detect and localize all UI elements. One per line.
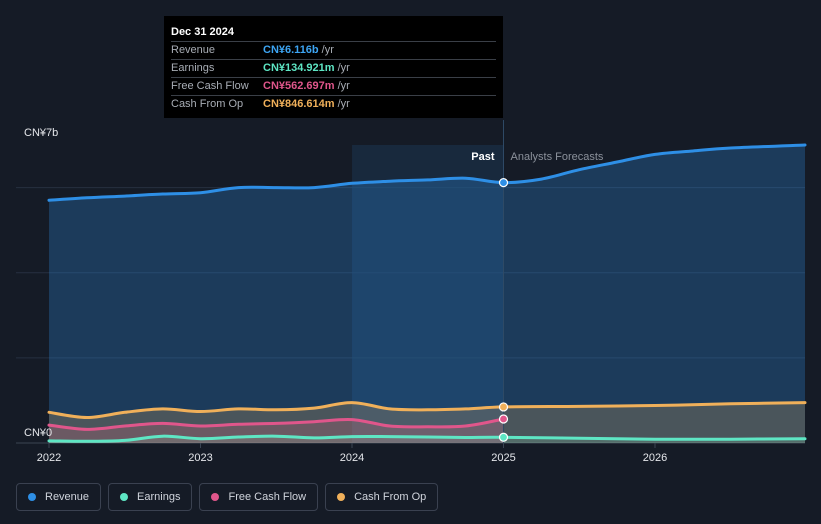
legend-item-earnings[interactable]: Earnings: [108, 483, 193, 511]
x-axis-ticks: 2022 2023 2024 2025 2026: [37, 443, 667, 464]
y-axis-max-label: CN¥7b: [24, 127, 58, 139]
free-cash-flow-dot-icon: [211, 493, 220, 501]
y-axis-min-label: CN¥0: [24, 427, 52, 439]
x-tick-label: 2024: [340, 452, 364, 464]
tooltip-value: CN¥846.614m: [263, 98, 335, 110]
x-tick-label: 2023: [188, 452, 212, 464]
legend-label: Free Cash Flow: [228, 491, 307, 503]
tooltip-row-revenue: Revenue CN¥6.116b /yr: [171, 41, 496, 59]
earnings-marker[interactable]: [498, 432, 509, 442]
legend-item-cash-from-op[interactable]: Cash From Op: [325, 483, 439, 511]
revenue-dot-icon: [28, 493, 36, 501]
free-cash-flow-line: [47, 417, 505, 431]
legend-label: Cash From Op: [354, 491, 427, 503]
revenue-area: [49, 145, 805, 443]
tooltip-date: Dec 31 2024: [171, 26, 234, 38]
revenue-line: [47, 143, 807, 202]
legend: Revenue Earnings Free Cash Flow Cash Fro…: [16, 483, 445, 511]
series-markers: [498, 178, 509, 442]
tooltip-value: CN¥6.116b: [263, 44, 319, 56]
tooltip-label: Free Cash Flow: [171, 80, 249, 92]
x-tick-label: 2025: [491, 452, 515, 464]
tooltip-unit: /yr: [337, 98, 350, 110]
legend-item-revenue[interactable]: Revenue: [16, 483, 102, 511]
tooltip-label: Earnings: [171, 62, 215, 74]
free-cash-flow-marker[interactable]: [498, 414, 509, 424]
tooltip-row-free-cash-flow: Free Cash Flow CN¥562.697m /yr: [171, 77, 496, 95]
tooltip-label: Cash From Op: [171, 98, 244, 110]
tooltip-row-cash-from-op: Cash From Op CN¥846.614m /yr: [171, 95, 496, 113]
series-areas: [49, 145, 805, 443]
past-label: Past: [471, 151, 495, 163]
legend-label: Revenue: [45, 491, 90, 503]
analysts-forecasts-label: Analysts Forecasts: [511, 151, 604, 163]
x-tick-label: 2026: [643, 452, 667, 464]
tooltip-row-earnings: Earnings CN¥134.921m /yr: [171, 59, 496, 77]
legend-item-free-cash-flow[interactable]: Free Cash Flow: [199, 483, 319, 511]
series-lines: [47, 143, 807, 443]
tooltip-value: CN¥562.697m: [263, 80, 335, 92]
legend-label: Earnings: [137, 491, 181, 503]
revenue-marker[interactable]: [498, 178, 509, 188]
tooltip-value: CN¥134.921m: [263, 62, 335, 74]
cash-from-op-marker[interactable]: [498, 402, 509, 412]
tooltip-label: Revenue: [171, 44, 216, 56]
cash-from-op-area: [49, 402, 805, 443]
tooltip-unit: /yr: [321, 44, 334, 56]
tooltip-unit: /yr: [337, 62, 350, 74]
tooltip: Dec 31 2024 Revenue CN¥6.116b /yr Earnin…: [164, 16, 503, 118]
cash-from-op-dot-icon: [337, 493, 346, 501]
x-tick-label: 2022: [37, 452, 61, 464]
past-highlight-band: [352, 145, 504, 443]
earnings-line: [47, 434, 807, 443]
earnings-dot-icon: [120, 493, 129, 501]
tooltip-unit: /yr: [337, 80, 350, 92]
cash-from-op-line: [47, 401, 807, 420]
